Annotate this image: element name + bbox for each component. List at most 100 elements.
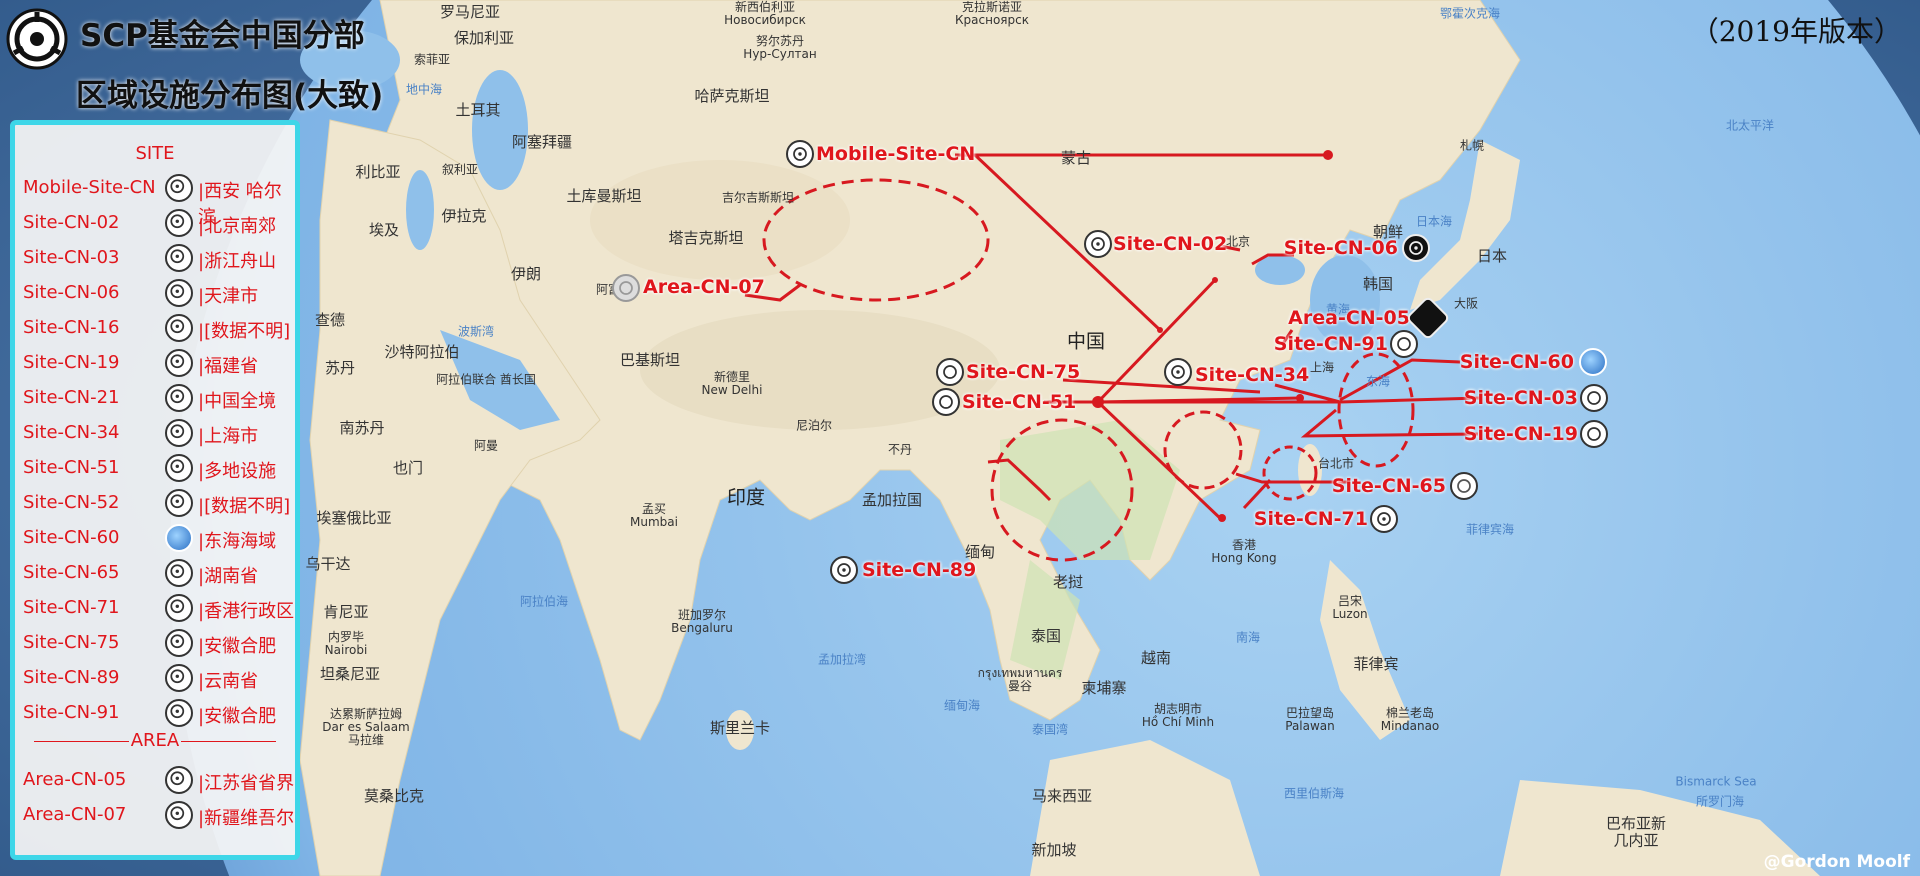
site-cn-19-map-icon[interactable]: [1580, 420, 1608, 448]
scp-logo-icon: [165, 244, 193, 272]
legend-area-heading: AREA: [15, 730, 295, 751]
map-label-north-pacific: 北太平洋: [1725, 118, 1775, 133]
scp-logo-icon: [6, 8, 68, 70]
site-cn-02-map-icon[interactable]: [1084, 230, 1112, 258]
site-cn-65-map-icon[interactable]: [1450, 472, 1478, 500]
map-label-laos: 老挝: [1052, 572, 1084, 591]
area-cn-05-map-label[interactable]: Area-CN-05: [1288, 307, 1410, 329]
map-label-yemen: 也门: [392, 458, 424, 477]
legend-site-name: Site-CN-65: [23, 562, 120, 583]
map-label-shanghai: 上海: [1309, 360, 1335, 375]
site-cn-65-map-label[interactable]: Site-CN-65: [1331, 475, 1446, 497]
legend-site-name: Site-CN-91: [23, 702, 120, 723]
site-cn-71-map-icon[interactable]: [1370, 505, 1398, 533]
legend-site-row[interactable]: Site-CN-16 |[数据不明]: [15, 313, 295, 345]
map-label-bay-of-bengal: 孟加拉湾: [817, 652, 867, 667]
site-cn-03-map-icon[interactable]: [1580, 384, 1608, 412]
site-cn-60-map-icon[interactable]: [1579, 348, 1607, 376]
site-cn-03-map-label[interactable]: Site-CN-03: [1463, 387, 1578, 409]
legend-site-location: |湖南省: [198, 566, 259, 587]
site-cn-06-map-icon[interactable]: [1402, 234, 1430, 262]
map-label-east-china-sea: 东海: [1365, 374, 1391, 389]
legend-site-location: |安徽合肥: [198, 706, 277, 727]
map-label-kyrgyzstan: 吉尔吉斯斯坦: [721, 190, 795, 205]
mobile-site-map-label[interactable]: Mobile-Site-CN: [816, 143, 976, 165]
legend-site-row[interactable]: Site-CN-03 |浙江舟山: [15, 243, 295, 275]
map-label-png: 巴布亚新 几内亚: [1605, 814, 1667, 849]
map-label-libya: 利比亚: [355, 162, 401, 181]
legend-site-name: Site-CN-51: [23, 457, 120, 478]
site-cn-34-map-label[interactable]: Site-CN-34: [1195, 364, 1310, 386]
map-label-kenya: 肯尼亚: [323, 602, 369, 621]
legend-area-name: Area-CN-07: [23, 804, 127, 825]
legend-site-name: Site-CN-19: [23, 352, 120, 373]
legend-site-row[interactable]: Site-CN-75 |安徽合肥: [15, 628, 295, 660]
legend-site-row[interactable]: Site-CN-71 |香港行政区: [15, 593, 295, 625]
site-cn-91-map-label[interactable]: Site-CN-91: [1273, 333, 1388, 355]
map-label-thailand: 泰国: [1030, 626, 1062, 645]
site-cn-02-map-label[interactable]: Site-CN-02: [1113, 233, 1228, 255]
site-cn-06-map-label[interactable]: Site-CN-06: [1283, 237, 1398, 259]
legend-area-location: |新疆维吾尔: [198, 808, 295, 829]
site-cn-51-map-icon[interactable]: [932, 388, 960, 416]
mobile-site-map-icon[interactable]: [786, 140, 814, 168]
site-cn-19-map-label[interactable]: Site-CN-19: [1463, 423, 1578, 445]
site-cn-91-map-icon[interactable]: [1390, 330, 1418, 358]
area-cn-07-map-icon[interactable]: [612, 274, 640, 302]
legend-site-row[interactable]: Site-CN-51 |多地设施: [15, 453, 295, 485]
map-label-kazakhstan: 哈萨克斯坦: [694, 86, 770, 105]
map-label-tajikistan: 塔吉克斯坦: [668, 228, 744, 247]
site-cn-34-map-icon[interactable]: [1164, 358, 1192, 386]
legend-site-row[interactable]: Site-CN-52 |[数据不明]: [15, 488, 295, 520]
map-label-novosibirsk: 新西伯利亚 Новосибирск: [724, 0, 806, 27]
scp-logo-icon: [165, 209, 193, 237]
legend-site-row[interactable]: Site-CN-02 |北京南郊: [15, 208, 295, 240]
map-label-myanmar: 缅甸: [964, 542, 996, 561]
legend-site-row[interactable]: Site-CN-34 |上海市: [15, 418, 295, 450]
site-cn-60-map-label[interactable]: Site-CN-60: [1459, 351, 1574, 373]
map-label-south-china-sea: 南海: [1235, 630, 1261, 645]
map-label-south-korea: 韩国: [1362, 274, 1394, 293]
legend-site-row[interactable]: Site-CN-60 |东海海域: [15, 523, 295, 555]
legend-site-name: Site-CN-75: [23, 632, 120, 653]
title-block: SCP基金会中国分部 区域设施分布图(大致): [0, 0, 400, 114]
map-label-cambodia: 柬埔寨: [1081, 678, 1127, 697]
map-label-bhutan: 不丹: [887, 442, 913, 457]
connector-lines: [744, 153, 1481, 522]
map-label-sudan: 苏丹: [324, 358, 356, 377]
scp-logo-icon: [165, 699, 193, 727]
area-cn-07-map-label[interactable]: Area-CN-07: [643, 276, 765, 298]
map-label-astana: 努尔苏丹 Нур-Султан: [743, 33, 817, 61]
legend-site-name: Site-CN-34: [23, 422, 120, 443]
legend-area-row[interactable]: Area-CN-05 |江苏省省界: [15, 765, 295, 797]
site-cn-75-map-icon[interactable]: [936, 358, 964, 386]
legend-area-row[interactable]: Area-CN-07 |新疆维吾尔: [15, 800, 295, 832]
legend-site-location: |上海市: [198, 426, 259, 447]
legend-site-row[interactable]: Site-CN-06 |天津市: [15, 278, 295, 310]
site-cn-71-map-label[interactable]: Site-CN-71: [1253, 508, 1368, 530]
map-label-tanzania: 坦桑尼亚: [319, 664, 381, 683]
legend-site-location: |西安 哈尔滨: [198, 181, 282, 228]
legend-site-row[interactable]: Site-CN-65 |湖南省: [15, 558, 295, 590]
legend-site-name: Site-CN-60: [23, 527, 120, 548]
legend-site-row[interactable]: Site-CN-19 |福建省: [15, 348, 295, 380]
site-cn-89-map-label[interactable]: Site-CN-89: [862, 559, 977, 581]
legend-site-location: |[数据不明]: [198, 321, 291, 342]
map-label-romania: 罗马尼亚: [439, 2, 501, 21]
scp-logo-icon: [165, 559, 193, 587]
site-cn-51-map-label[interactable]: Site-CN-51: [962, 391, 1077, 413]
legend-site-row[interactable]: Site-CN-91 |安徽合肥: [15, 698, 295, 730]
legend-site-row[interactable]: Mobile-Site-CN |西安 哈尔滨: [15, 173, 295, 228]
map-label-beijing: 北京: [1225, 234, 1251, 249]
site-cn-75-map-label[interactable]: Site-CN-75: [966, 361, 1081, 383]
map-label-hong-kong: 香港 Hong Kong: [1211, 537, 1277, 565]
map-label-solomon: 所罗门海: [1695, 794, 1745, 809]
legend-site-row[interactable]: Site-CN-21 |中国全境: [15, 383, 295, 415]
map-label-uganda: 乌干达: [305, 554, 351, 573]
legend-site-row[interactable]: Site-CN-89 |云南省: [15, 663, 295, 695]
map-label-philippine-sea: 菲律宾海: [1465, 522, 1515, 537]
legend-area-location: |江苏省省界: [198, 773, 295, 794]
site-cn-89-map-icon[interactable]: [830, 556, 858, 584]
